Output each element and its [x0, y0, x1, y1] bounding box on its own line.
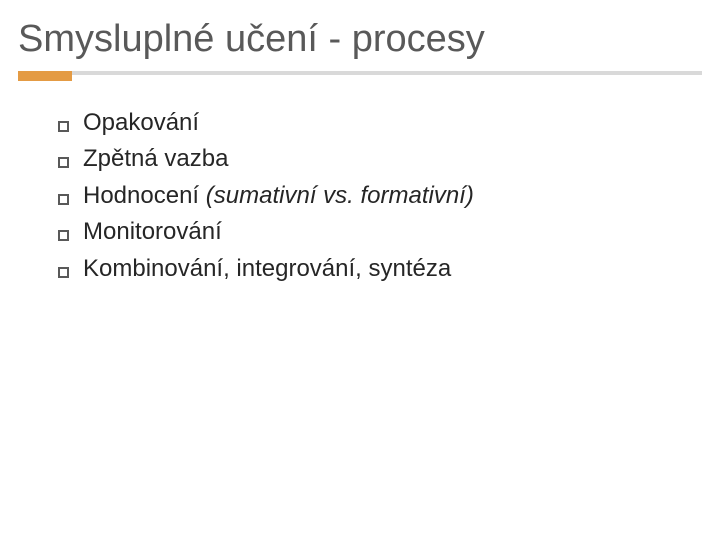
square-bullet-icon [58, 230, 69, 241]
list-item-text-italic: (sumativní vs. formativní) [206, 182, 474, 209]
list-item: Hodnocení (sumativní vs. formativní) [58, 180, 680, 212]
title-underline [0, 71, 720, 77]
slide-title: Smysluplné učení - procesy [0, 0, 720, 71]
list-item-text-prefix: Hodnocení [83, 182, 206, 209]
list-item-text: Kombinování, integrování, syntéza [83, 253, 680, 285]
square-bullet-icon [58, 157, 69, 168]
list-item-text: Hodnocení (sumativní vs. formativní) [83, 180, 680, 212]
list-item: Opakování [58, 107, 680, 139]
list-item: Monitorování [58, 216, 680, 248]
list-item: Kombinování, integrování, syntéza [58, 253, 680, 285]
bullet-list: Opakování Zpětná vazba Hodnocení (sumati… [0, 77, 720, 285]
list-item-text: Monitorování [83, 216, 680, 248]
underline-accent-block [18, 71, 72, 81]
list-item-text: Opakování [83, 107, 680, 139]
square-bullet-icon [58, 194, 69, 205]
list-item-text: Zpětná vazba [83, 143, 680, 175]
square-bullet-icon [58, 121, 69, 132]
square-bullet-icon [58, 267, 69, 278]
underline-gray-bar [18, 71, 702, 75]
list-item: Zpětná vazba [58, 143, 680, 175]
slide: Smysluplné učení - procesy Opakování Zpě… [0, 0, 720, 540]
